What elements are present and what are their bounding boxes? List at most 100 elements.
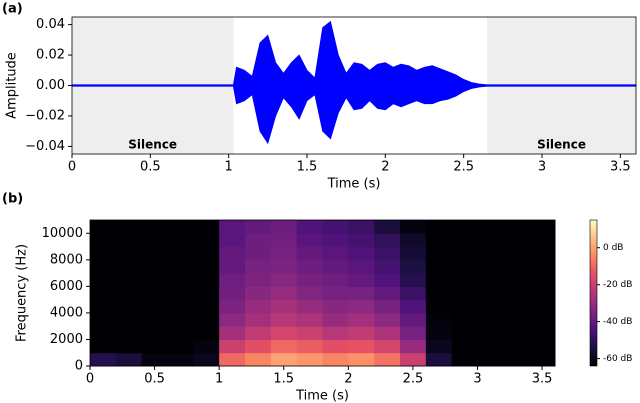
- spectrogram-cell: [374, 233, 401, 248]
- spectrogram-cell: [141, 286, 168, 301]
- spectrogram-cell: [219, 233, 246, 248]
- spectrogram-cell: [296, 339, 323, 354]
- colorbar-tick-label: -40 dB: [603, 317, 632, 327]
- spectrogram-cell: [425, 220, 453, 234]
- spectrogram-cell: [451, 312, 478, 327]
- spectrogram-cell: [219, 299, 246, 314]
- spectrogram-cell: [322, 299, 349, 314]
- spectrogram-cell: [296, 233, 323, 248]
- spectrogram-cell: [425, 273, 453, 287]
- spectrogram-cell: [296, 326, 323, 340]
- spectrogram-cell: [529, 233, 556, 248]
- spectrogram-cell: [219, 246, 246, 261]
- spectrogram-cell: [296, 259, 323, 274]
- spectrogram-cell: [451, 259, 478, 274]
- spectrogram-cell: [219, 326, 246, 340]
- x-tick-label: 0.5: [144, 372, 165, 387]
- x-tick-label: 0: [86, 372, 94, 387]
- spectrogram-cell: [167, 259, 194, 274]
- spectrogram-cell: [322, 326, 349, 340]
- spectrogram-cell: [167, 273, 194, 287]
- colorbar-tick-label: 0 dB: [603, 243, 623, 253]
- spectrogram-cell: [400, 220, 427, 234]
- x-tick-label: 2: [381, 160, 389, 175]
- spectrogram-cell: [451, 220, 478, 234]
- spectrogram-cell: [193, 339, 220, 354]
- spectrogram-cell: [477, 299, 504, 314]
- spectrogram-cell: [245, 299, 272, 314]
- x-tick-label: 1: [215, 372, 223, 387]
- spectrogram-cell: [322, 259, 349, 274]
- spectrogram-cell: [477, 220, 504, 234]
- spectrogram-cell: [425, 312, 453, 327]
- spectrogram-cell: [270, 299, 298, 314]
- spectrogram-cell: [245, 220, 272, 234]
- spectrogram-cell: [374, 326, 401, 340]
- spectrogram-cell: [90, 286, 117, 301]
- y-tick-label: 0.02: [36, 48, 65, 63]
- spectrogram-cell: [400, 299, 427, 314]
- spectrogram-cell: [425, 326, 453, 340]
- spectrogram-cell: [503, 312, 530, 327]
- x-tick-label: 1.5: [273, 372, 294, 387]
- spectrogram-cell: [193, 352, 220, 367]
- y-tick-label: −0.02: [25, 108, 65, 123]
- spectrogram-cell: [451, 286, 478, 301]
- spectrogram-cell: [425, 339, 453, 354]
- spectrogram-cell: [477, 339, 504, 354]
- spectrogram-cell: [322, 273, 349, 287]
- colorbar-tick-label: -20 dB: [603, 280, 632, 290]
- spectrogram-cell: [167, 220, 194, 234]
- spectrogram-cell: [219, 339, 246, 354]
- spectrogram-cell: [193, 299, 220, 314]
- x-tick-label: 0: [68, 160, 76, 175]
- spectrogram-cell: [219, 220, 246, 234]
- spectrogram-cell: [115, 273, 143, 287]
- spectrogram-cell: [400, 339, 427, 354]
- spectrogram-cell: [219, 259, 246, 274]
- spectrogram-cell: [90, 273, 117, 287]
- spectrogram-cell: [374, 312, 401, 327]
- spectrogram-cell: [270, 273, 298, 287]
- spectrogram-cell: [374, 220, 401, 234]
- spectrogram-cell: [529, 299, 556, 314]
- spectrogram-cell: [348, 299, 375, 314]
- spectrogram-cell: [374, 286, 401, 301]
- spectrogram-cell: [503, 220, 530, 234]
- spectrogram-cell: [141, 233, 168, 248]
- y-axis-label: Frequency (Hz): [15, 244, 30, 342]
- spectrogram-cell: [141, 273, 168, 287]
- spectrogram-cell: [400, 273, 427, 287]
- spectrogram-cell: [374, 352, 401, 367]
- spectrogram-cell: [348, 220, 375, 234]
- spectrogram-cell: [270, 259, 298, 274]
- spectrogram-cell: [503, 352, 530, 367]
- spectrogram-cell: [322, 233, 349, 248]
- spectrogram-cell: [167, 326, 194, 340]
- spectrogram-cell: [425, 259, 453, 274]
- spectrogram-cell: [245, 352, 272, 367]
- spectrogram-cell: [141, 220, 168, 234]
- x-tick-label: 3: [473, 372, 481, 387]
- spectrogram-cell: [425, 299, 453, 314]
- y-tick-label: 4000: [50, 305, 83, 320]
- spectrogram-cell: [270, 286, 298, 301]
- spectrogram-cell: [503, 259, 530, 274]
- spectrogram-cell: [529, 339, 556, 354]
- spectrogram-cell: [296, 352, 323, 367]
- spectrogram-cell: [167, 352, 194, 367]
- spectrogram-cell: [400, 326, 427, 340]
- spectrogram-cell: [477, 273, 504, 287]
- spectrogram-cell: [322, 312, 349, 327]
- spectrogram-cell: [400, 352, 427, 367]
- panel-label: (a): [2, 2, 23, 17]
- spectrogram-cell: [90, 312, 117, 327]
- spectrogram-cell: [400, 246, 427, 261]
- spectrogram-cell: [115, 312, 143, 327]
- x-tick-label: 3.5: [610, 160, 631, 175]
- spectrogram-cell: [296, 299, 323, 314]
- y-axis-label: Amplitude: [5, 52, 20, 119]
- spectrogram-cell: [245, 339, 272, 354]
- spectrogram-cell: [425, 233, 453, 248]
- spectrogram-cell: [477, 246, 504, 261]
